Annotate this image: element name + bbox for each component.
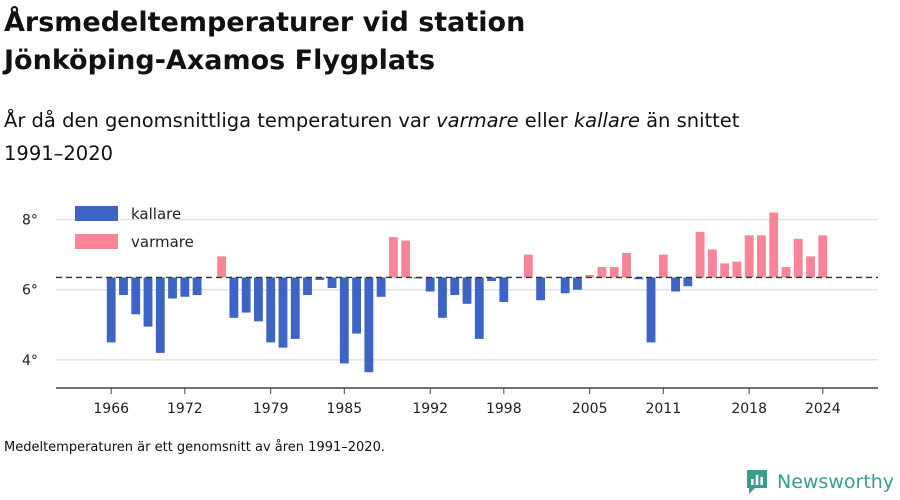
bar xyxy=(168,277,177,299)
x-tick-label: 1966 xyxy=(93,401,129,417)
bar xyxy=(597,266,607,278)
y-tick-label: 6° xyxy=(22,283,38,299)
bar xyxy=(646,277,656,343)
bar xyxy=(119,277,128,296)
bar xyxy=(106,277,116,343)
bar xyxy=(352,277,361,334)
bar xyxy=(769,212,779,278)
bar xyxy=(180,277,190,297)
bar xyxy=(450,277,460,296)
bar xyxy=(241,277,251,313)
bar xyxy=(364,277,374,373)
subtitle-line-2: 1991–2020 xyxy=(4,142,114,165)
y-tick-label: 8° xyxy=(22,213,38,229)
legend-label: varmare xyxy=(131,233,194,251)
bar xyxy=(254,277,263,322)
bar xyxy=(388,237,398,278)
subtitle-mid: eller xyxy=(518,109,574,132)
bar xyxy=(634,277,644,280)
subtitle-warmer: varmare xyxy=(436,109,519,132)
bar xyxy=(278,277,288,348)
bar xyxy=(806,256,815,278)
bar xyxy=(573,277,582,290)
bar xyxy=(327,277,337,288)
brand[interactable]: Newsworthy xyxy=(745,468,894,496)
bar xyxy=(720,263,730,278)
bar-chart: 4° 6° 8° 1966 1972 1979 1985 1992 1998 2005 2011 20… xyxy=(22,205,878,417)
chart-subtitle: År då den genomsnittliga temperaturen va… xyxy=(4,104,884,170)
bar xyxy=(474,277,484,339)
x-tick-label: 1985 xyxy=(326,401,362,417)
chart-title: Årsmedeltemperaturer vid station Jönköpin… xyxy=(4,4,884,80)
x-tick-label: 2011 xyxy=(645,401,681,417)
bar xyxy=(131,277,141,315)
bar xyxy=(290,277,300,339)
x-tick-label: 1979 xyxy=(253,401,289,417)
title-line-2: Jönköping-Axamos Flygplats xyxy=(4,45,436,76)
subtitle-post: än snittet xyxy=(639,109,740,132)
bar xyxy=(376,277,386,297)
bar xyxy=(155,277,165,353)
bar xyxy=(732,261,742,278)
bar xyxy=(793,238,803,278)
bar xyxy=(781,266,791,278)
bar xyxy=(339,277,349,364)
x-tick-label: 2018 xyxy=(731,401,767,417)
bar xyxy=(438,277,447,318)
newsworthy-logo-icon xyxy=(747,470,767,494)
bar xyxy=(671,277,680,292)
bar xyxy=(462,277,472,304)
subtitle-pre: År då den genomsnittliga temperaturen va… xyxy=(4,109,437,132)
footnote: Medeltemperaturen är ett genomsnitt av å… xyxy=(4,440,385,455)
bar xyxy=(303,277,312,296)
x-tick-label: 2024 xyxy=(805,401,841,417)
subtitle-colder: kallare xyxy=(573,109,640,132)
bar xyxy=(707,249,717,278)
bar xyxy=(695,231,705,278)
x-tick-label: 1998 xyxy=(486,401,522,417)
bar xyxy=(585,275,595,278)
bar xyxy=(217,256,227,278)
y-tick-label: 4° xyxy=(22,353,38,369)
x-tick-label: 1992 xyxy=(412,401,448,417)
title-line-1: Årsmedeltemperaturer vid station xyxy=(4,7,526,38)
bar xyxy=(487,277,496,281)
bar xyxy=(315,277,325,280)
brand-name: Newsworthy xyxy=(777,471,895,493)
bar xyxy=(683,277,693,287)
legend-label: kallare xyxy=(131,205,181,223)
legend-swatch xyxy=(75,206,118,221)
bar xyxy=(744,235,754,278)
bar xyxy=(192,277,202,296)
bar xyxy=(425,277,435,292)
x-tick-label: 1972 xyxy=(167,401,203,417)
bar xyxy=(266,277,276,343)
bar xyxy=(818,235,828,278)
bar xyxy=(609,266,619,278)
legend-swatch xyxy=(75,234,118,249)
bar xyxy=(757,235,766,278)
bar xyxy=(536,277,546,301)
bar xyxy=(143,277,153,327)
bar xyxy=(229,277,239,318)
bar xyxy=(658,254,668,278)
bar xyxy=(499,277,509,303)
x-tick-label: 2005 xyxy=(572,401,608,417)
bar xyxy=(560,277,570,294)
bar xyxy=(523,254,533,278)
bar xyxy=(622,252,631,278)
bar xyxy=(401,240,411,278)
